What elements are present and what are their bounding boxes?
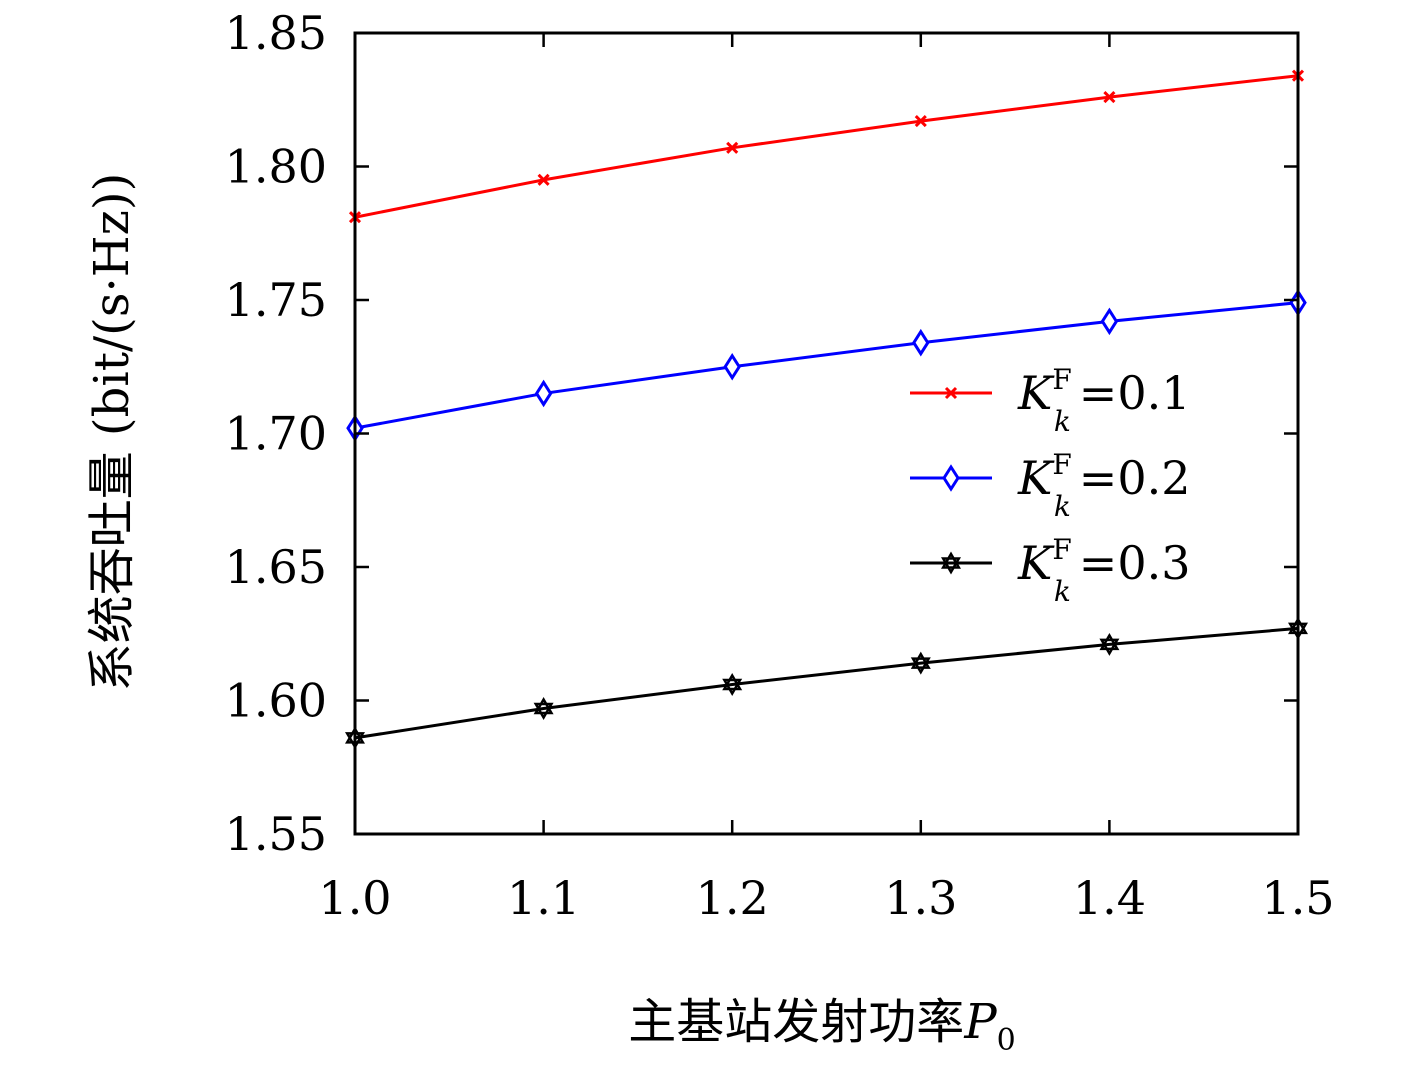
data-point [1100,307,1119,336]
y-tick-label: 1.70 [225,407,327,461]
data-point [1103,91,1116,104]
series-2 [346,288,1307,442]
data-point [726,141,739,154]
legend-value: =0.1 [1079,366,1191,420]
series-line [354,301,1299,430]
legend-symbol: K [1017,366,1055,420]
data-point [914,115,927,128]
legend-symbol: K [1017,451,1055,505]
y-tick-label: 1.75 [225,273,327,327]
legend-value: =0.2 [1079,451,1191,505]
y-tick-label: 1.85 [225,6,327,60]
axes: 1.55 1.60 1.65 1.70 1.75 1.80 1.85 1.0 1.1 1.2 1.3… [225,6,1335,925]
series-1 [348,69,1305,224]
data-point [910,651,931,675]
legend-sup: F [1052,448,1071,481]
legend-marker [944,386,958,400]
legend: KF k=0.1KF k=0.2KF k=0.3 [910,363,1190,608]
legend-marker [942,464,960,492]
data-point [533,697,554,721]
data-point [722,672,743,696]
legend-marker [940,551,962,575]
x-axis-title-text: 主基站发射功率 [628,994,964,1050]
x-tick-label: 1.3 [884,871,957,925]
series-line [354,626,1299,740]
y-tick-label: 1.80 [225,140,327,194]
plot-frame [353,31,1300,836]
legend-entry: KF k=0.1 [910,363,1190,438]
y-axis-title: 系统吞吐量 (bit/(s·Hz)) [84,173,140,692]
legend-sup: F [1052,533,1071,566]
x-axis-title-symbol: P [963,994,997,1050]
legend-label: KF k=0.3 [1017,533,1190,608]
legend-symbol: K [1017,536,1055,590]
x-tick-label: 1.4 [1073,871,1146,925]
series-3 [344,616,1309,750]
legend-sub: k [1054,575,1071,608]
data-point [912,328,930,357]
data-point [537,173,550,186]
legend-label: KF k=0.1 [1017,363,1190,438]
x-tick-label: 1.0 [318,871,391,925]
legend-value: =0.3 [1079,536,1191,590]
x-tick-label: 1.2 [696,871,769,925]
y-tick-label: 1.60 [225,674,327,728]
legend-entry: KF k=0.2 [910,448,1190,523]
series-line [354,74,1299,219]
legend-entry: KF k=0.3 [910,533,1190,608]
legend-label: KF k=0.2 [1017,448,1190,523]
y-tick-label: 1.65 [225,540,327,594]
x-tick-label: 1.5 [1261,871,1334,925]
data-point [1099,632,1120,656]
x-axis-title: 主基站发射功率P0 [628,994,1015,1058]
legend-sub: k [1054,405,1071,438]
data-point [534,379,553,408]
y-tick-label: 1.55 [225,807,327,861]
legend-sup: F [1052,363,1071,396]
x-tick-label: 1.1 [507,871,580,925]
legend-sub: k [1054,490,1071,523]
data-point [723,352,741,381]
x-axis-title-subscript: 0 [997,1023,1016,1058]
